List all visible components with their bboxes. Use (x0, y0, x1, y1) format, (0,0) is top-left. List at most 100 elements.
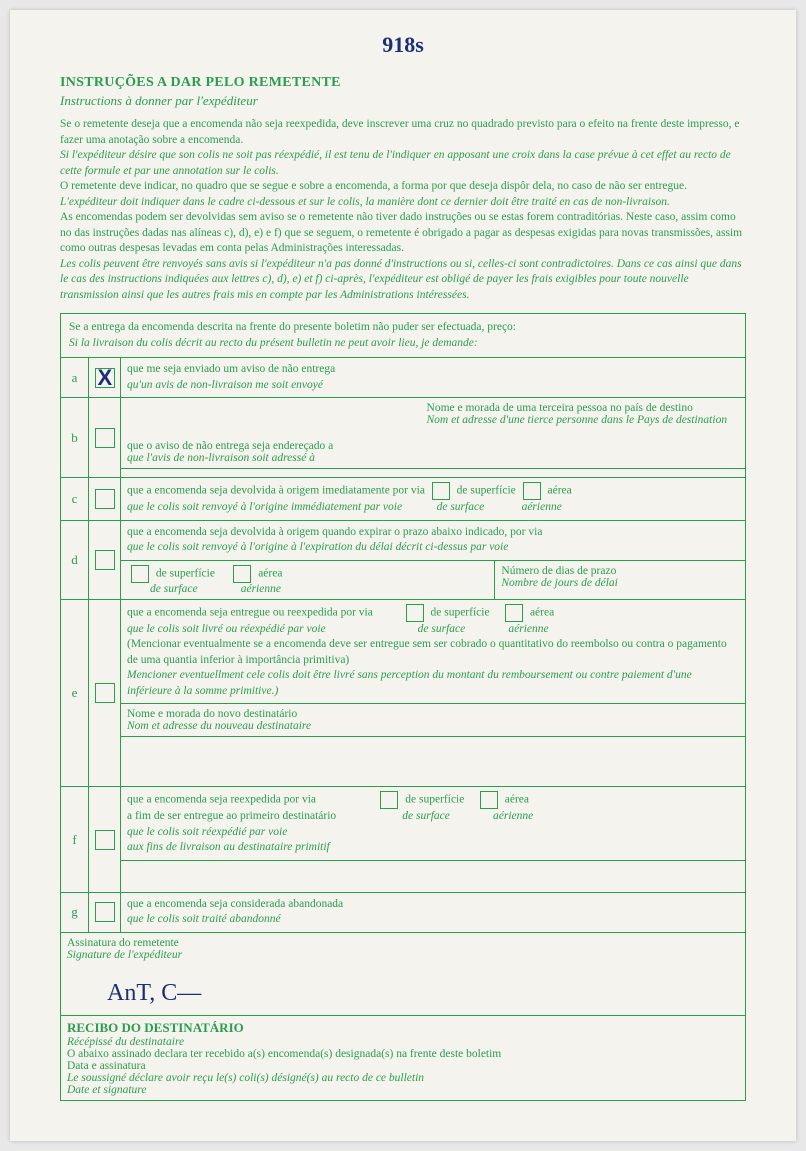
row-label-d: d (61, 520, 89, 599)
sig-label-fr: Signature de l'expéditeur (67, 949, 182, 961)
intro-p3-pt: As encomendas podem ser devolvidas sem a… (60, 211, 742, 254)
intro-p2-pt: O remetente deve indicar, no quadro que … (60, 180, 687, 192)
row-e: e que a encomenda seja entregue ou reexp… (61, 599, 746, 704)
row-g-fr: que le colis soit traité abandonné (127, 913, 281, 925)
row-e-fr: que le colis soit livré ou réexpédié par… (127, 623, 326, 635)
row-f-opt2-pt: aérea (505, 794, 529, 806)
checkbox-c-surface[interactable] (432, 482, 450, 500)
intro-p1-pt: Se o remetente deseja que a encomenda nã… (60, 118, 739, 146)
checkbox-a[interactable] (95, 368, 115, 388)
instructions-table: Se a entrega da encomenda descrita na fr… (60, 313, 746, 1101)
row-e-opt1-fr: de surface (418, 623, 466, 635)
checkbox-d-surface[interactable] (131, 565, 149, 583)
table-header-row: Se a entrega da encomenda descrita na fr… (61, 314, 746, 358)
intro-p1-fr: Si l'expéditeur désire que son colis ne … (60, 149, 731, 177)
row-label-b: b (61, 398, 89, 478)
row-f-fill (61, 860, 746, 892)
row-g: g que a encomenda seja considerada aband… (61, 892, 746, 932)
row-d-sub: de superfície aérea de surface aérienne (61, 560, 746, 599)
recebo-date-pt: Data e assinatura (67, 1060, 146, 1072)
recebo-date-fr: Date et signature (67, 1084, 146, 1096)
row-d-fr: que le colis soit renvoyé à l'origine à … (127, 541, 508, 553)
row-e-addr-label: Nome e morada do novo destinatário Nom e… (61, 704, 746, 737)
row-e-opt2-pt: aérea (530, 606, 554, 618)
row-e-opt1-pt: de superfície (430, 606, 489, 618)
checkbox-d-air[interactable] (233, 565, 251, 583)
intro-p2-fr: L'expéditeur doit indiquer dans le cadre… (60, 196, 670, 208)
recebo-p-fr: Le soussigné déclare avoir reçu le(s) co… (67, 1072, 424, 1084)
row-b-address-field[interactable] (121, 469, 746, 478)
checkbox-e-surface[interactable] (406, 604, 424, 622)
checkbox-c-air[interactable] (523, 482, 541, 500)
header-fr: Si la livraison du colis décrit au recto… (69, 337, 478, 349)
row-f-fr2: aux fins de livraison au destinataire pr… (127, 841, 330, 853)
row-c-opt1-fr: de surface (437, 501, 485, 513)
recebo-subtitle: Récépissé du destinataire (67, 1036, 184, 1048)
row-f-pt: que a encomenda seja reexpedida por via (127, 794, 316, 806)
row-e-opt2-fr: aérienne (508, 623, 548, 635)
row-b-left-fr: que l'avis de non-livraison soit adressé… (127, 452, 315, 464)
row-c-opt1-pt: de superfície (457, 485, 516, 497)
row-e-addr-pt: Nome e morada do novo destinatário (127, 708, 297, 720)
intro-p3-fr: Les colis peuvent être renvoyés sans avi… (60, 258, 742, 301)
row-f: f que a encomenda seja reexpedida por vi… (61, 787, 746, 861)
row-b-left-pt: que o aviso de não entrega seja endereça… (127, 440, 333, 452)
checkbox-f[interactable] (95, 830, 115, 850)
sig-label-pt: Assinatura do remetente (67, 937, 179, 949)
row-a: a que me seja enviado um aviso de não en… (61, 358, 746, 398)
row-e-addr-fr: Nom et adresse du nouveau destinataire (127, 720, 311, 732)
recebo-title: RECIBO DO DESTINATÁRIO (67, 1020, 244, 1035)
checkbox-e[interactable] (95, 683, 115, 703)
row-d-pt: que a encomenda seja devolvida à origem … (127, 526, 542, 538)
row-a-fr: qu'un avis de non-livraison me soit envo… (127, 379, 323, 391)
row-e-pt: que a encomenda seja entregue ou reexped… (127, 606, 373, 618)
row-d: d que a encomenda seja devolvida à orige… (61, 520, 746, 560)
row-label-e: e (61, 599, 89, 787)
handwritten-signature: AnT, C— (107, 980, 201, 1007)
row-c-opt2-fr: aérienne (522, 501, 562, 513)
row-c-opt2-pt: aérea (548, 485, 572, 497)
row-b-right-pt: Nome e morada de uma terceira pessoa no … (427, 402, 693, 414)
row-b-right-fr: Nom et adresse d'une tierce personne dan… (427, 414, 728, 426)
row-d-opt1-fr: de surface (150, 583, 198, 595)
row-b-fill (61, 469, 746, 478)
row-e-addr-fill (61, 737, 746, 787)
row-b: b que o aviso de não entrega seja endere… (61, 398, 746, 469)
main-subtitle-fr: Instructions à donner par l'expéditeur (60, 93, 746, 109)
row-f-fill-field[interactable] (121, 860, 746, 892)
intro-text: Se o remetente deseja que a encomenda nã… (60, 117, 746, 303)
checkbox-c[interactable] (95, 489, 115, 509)
row-a-pt: que me seja enviado um aviso de não entr… (127, 363, 335, 375)
row-d-days-pt: Número de dias de prazo (501, 565, 616, 577)
row-f-opt1-pt: de superfície (405, 794, 464, 806)
checkbox-e-air[interactable] (505, 604, 523, 622)
row-e-note-pt: (Mencionar eventualmente se a encomenda … (127, 638, 727, 666)
handwritten-annotation: 918s (382, 32, 424, 58)
signature-row: Assinatura do remetente Signature de l'e… (61, 932, 746, 1015)
row-label-a: a (61, 358, 89, 398)
row-e-address-field[interactable] (121, 737, 746, 787)
header-pt: Se a entrega da encomenda descrita na fr… (69, 321, 516, 333)
row-f-opt1-fr: de surface (402, 810, 450, 822)
checkbox-d[interactable] (95, 550, 115, 570)
document-page: 918s INSTRUÇÕES A DAR PELO REMETENTE Ins… (10, 10, 796, 1141)
row-f-opt2-fr: aérienne (493, 810, 533, 822)
row-c-pt: que a encomenda seja devolvida à origem … (127, 485, 425, 497)
recebo-row: RECIBO DO DESTINATÁRIO Récépissé du dest… (61, 1015, 746, 1100)
row-g-pt: que a encomenda seja considerada abandon… (127, 898, 343, 910)
row-f-fr: que le colis soit réexpédié par voie (127, 826, 287, 838)
recebo-p-pt: O abaixo assinado declara ter recebido a… (67, 1048, 501, 1060)
row-c-fr: que le colis soit renvoyé à l'origine im… (127, 501, 402, 513)
row-d-opt1-pt: de superfície (156, 567, 215, 579)
row-d-days-fr: Nombre de jours de délai (501, 577, 617, 589)
row-e-note-fr: Mencioner eventuellment cele colis doit … (127, 669, 692, 697)
checkbox-f-air[interactable] (480, 791, 498, 809)
checkbox-b[interactable] (95, 428, 115, 448)
checkbox-f-surface[interactable] (380, 791, 398, 809)
main-title: INSTRUÇÕES A DAR PELO REMETENTE (60, 75, 746, 91)
checkbox-g[interactable] (95, 902, 115, 922)
signature-area[interactable]: AnT, C— (67, 961, 739, 1011)
row-d-opt2-fr: aérienne (241, 583, 281, 595)
row-f-pt2: a fim de ser entregue ao primeiro destin… (127, 810, 336, 822)
row-d-opt2-pt: aérea (258, 567, 282, 579)
